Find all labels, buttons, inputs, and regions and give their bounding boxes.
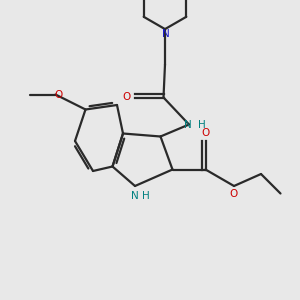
Text: N: N [131, 190, 139, 201]
Text: H: H [142, 190, 150, 201]
Text: N: N [162, 29, 170, 39]
Text: O: O [201, 128, 210, 138]
Text: N: N [184, 119, 191, 130]
Text: O: O [122, 92, 131, 103]
Text: H: H [198, 119, 206, 130]
Text: O: O [54, 89, 63, 100]
Text: O: O [230, 189, 238, 200]
